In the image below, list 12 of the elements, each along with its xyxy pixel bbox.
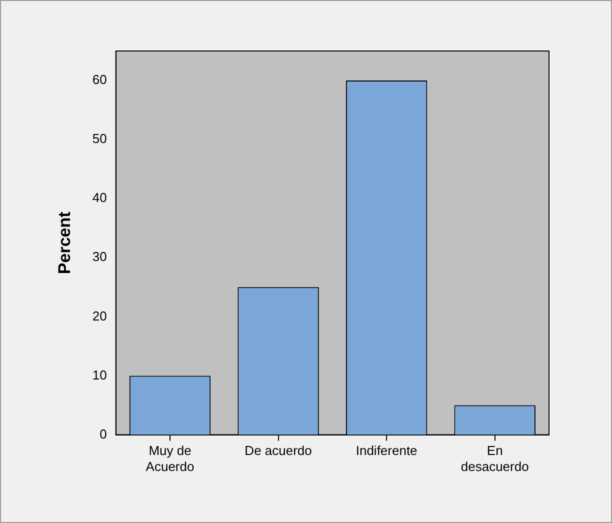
x-tick-label: Muy de Acuerdo: [146, 443, 194, 474]
y-tick-label: 50: [92, 131, 107, 146]
y-tick-label: 10: [92, 367, 107, 382]
y-tick-label: 30: [92, 249, 107, 264]
y-tick-label: 20: [92, 308, 107, 324]
x-tick-label: En desacuerdo: [460, 443, 529, 474]
x-tick-label: Indiferente: [356, 443, 418, 458]
y-axis-title: Percent: [54, 211, 74, 274]
y-tick-label: 60: [92, 72, 107, 88]
y-tick-label: 40: [92, 190, 107, 206]
y-tick-label: 0: [100, 426, 107, 442]
x-tick-label: De acuerdo: [244, 443, 312, 458]
